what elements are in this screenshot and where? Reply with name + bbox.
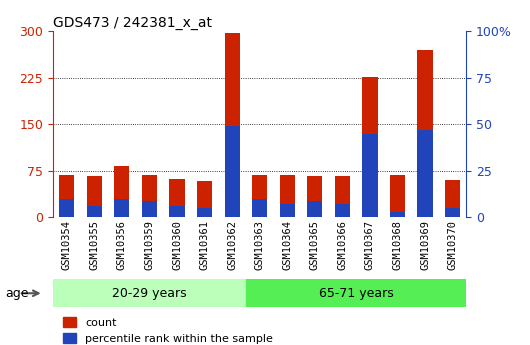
Bar: [335, 176, 350, 217]
Text: GSM10356: GSM10356: [117, 220, 127, 270]
Text: 65-71 years: 65-71 years: [319, 287, 394, 300]
Text: GSM10359: GSM10359: [145, 220, 154, 270]
Text: age: age: [5, 287, 29, 300]
Bar: [252, 175, 267, 217]
Text: GSM10355: GSM10355: [90, 220, 99, 270]
Bar: [114, 199, 129, 217]
Bar: [225, 126, 240, 217]
Bar: [390, 212, 405, 217]
Bar: [307, 176, 322, 217]
Text: GSM10354: GSM10354: [62, 220, 72, 270]
Bar: [390, 175, 405, 217]
Text: GSM10365: GSM10365: [310, 220, 320, 270]
Bar: [142, 175, 157, 217]
Bar: [335, 204, 350, 217]
Bar: [170, 206, 184, 217]
Text: GSM10366: GSM10366: [338, 220, 347, 270]
Bar: [197, 208, 212, 217]
Text: GSM10360: GSM10360: [172, 220, 182, 270]
Text: GSM10367: GSM10367: [365, 220, 375, 270]
Bar: [418, 130, 432, 217]
Text: GDS473 / 242381_x_at: GDS473 / 242381_x_at: [53, 16, 212, 30]
Bar: [59, 175, 74, 217]
Bar: [418, 50, 432, 217]
Bar: [246, 279, 466, 307]
Bar: [197, 181, 212, 217]
Text: GSM10363: GSM10363: [255, 220, 264, 270]
Bar: [87, 176, 102, 217]
Bar: [252, 199, 267, 217]
Bar: [170, 179, 184, 217]
Bar: [59, 199, 74, 217]
Bar: [142, 200, 157, 217]
Bar: [280, 175, 295, 217]
Bar: [114, 166, 129, 217]
Bar: [53, 279, 246, 307]
Text: GSM10361: GSM10361: [200, 220, 209, 270]
Bar: [363, 134, 377, 217]
Text: GSM10370: GSM10370: [448, 220, 457, 270]
Text: 20-29 years: 20-29 years: [112, 287, 187, 300]
Bar: [87, 206, 102, 217]
Text: GSM10362: GSM10362: [227, 220, 237, 270]
Text: GSM10369: GSM10369: [420, 220, 430, 270]
Bar: [363, 77, 377, 217]
Bar: [307, 200, 322, 217]
Text: GSM10368: GSM10368: [393, 220, 402, 270]
Bar: [280, 204, 295, 217]
Legend: count, percentile rank within the sample: count, percentile rank within the sample: [58, 313, 278, 345]
Text: GSM10364: GSM10364: [282, 220, 292, 270]
Bar: [445, 180, 460, 217]
Bar: [445, 208, 460, 217]
Bar: [225, 33, 240, 217]
